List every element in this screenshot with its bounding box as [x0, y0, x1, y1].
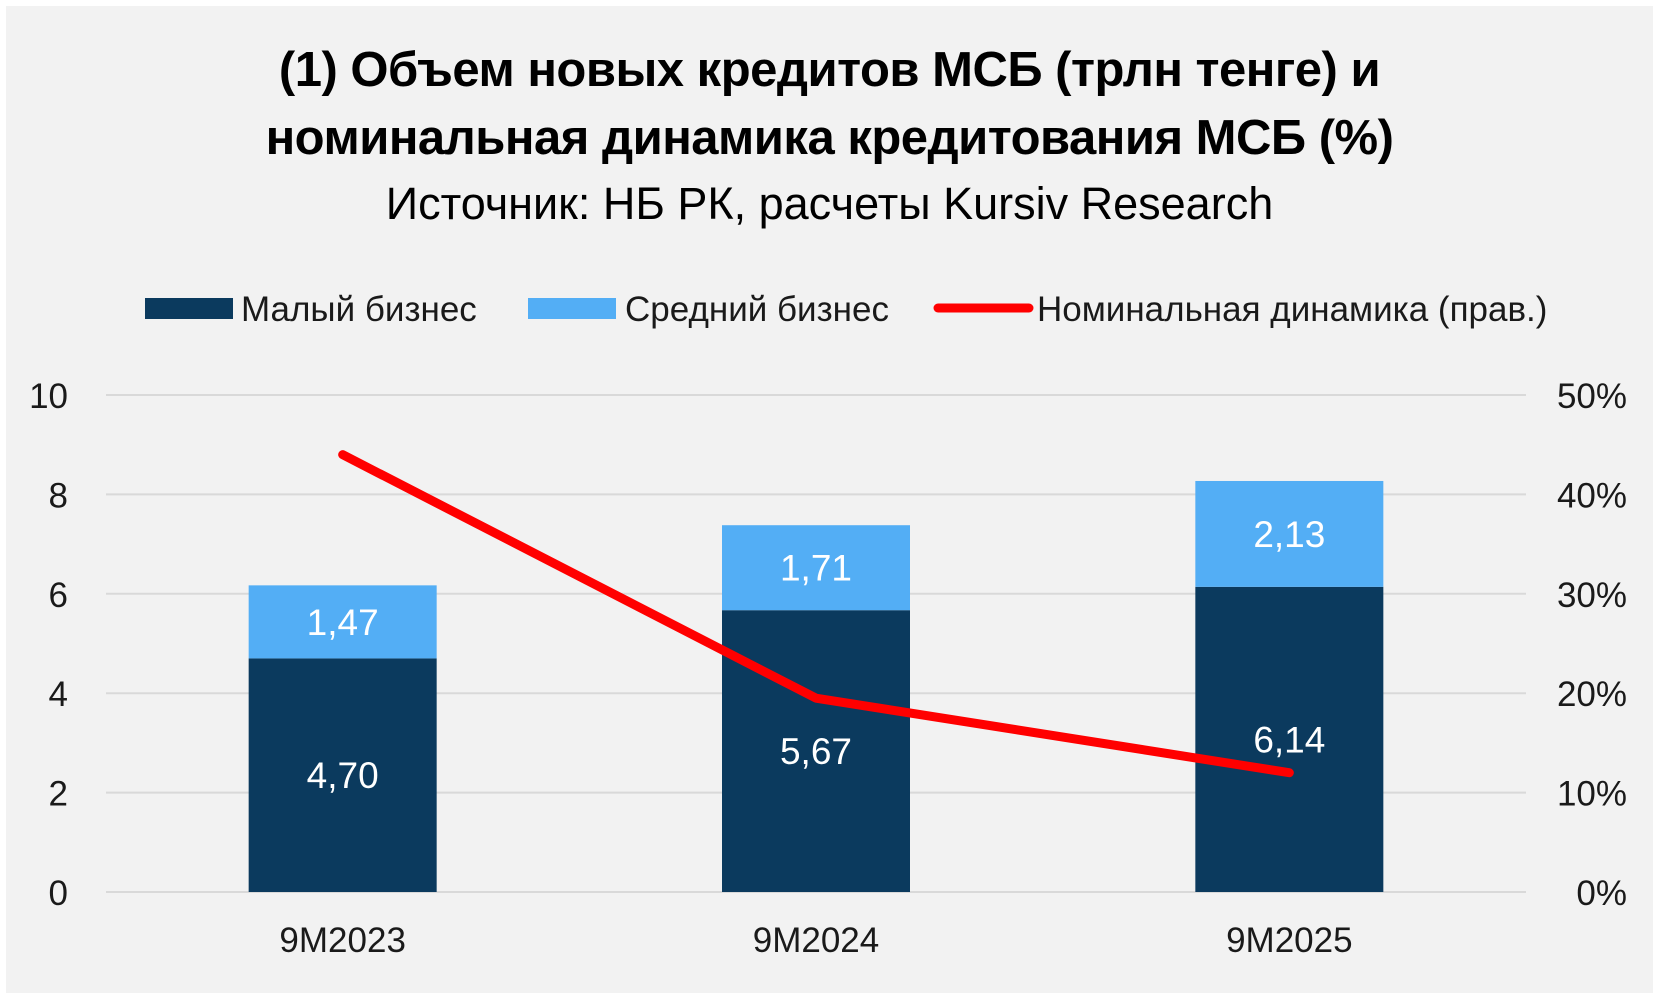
bar-medium-business [1195, 480, 1384, 587]
bar-label-small-business: 4,70 [307, 755, 379, 796]
x-axis: 9M2023 9M2024 9M2025 [279, 921, 1352, 960]
legend: Малый бизнес Средний бизнес Номинальная … [145, 290, 1547, 329]
y-axis-right: 0% 10% 20% 30% 40% 50% [1557, 377, 1627, 913]
x-tick-label: 9M2023 [279, 921, 405, 960]
growth-line [338, 450, 1294, 778]
y-left-tick-label: 10 [29, 377, 68, 416]
bar-label-medium-business: 2,13 [1253, 514, 1325, 555]
legend-swatch-medium-business [528, 298, 616, 319]
bar-label-medium-business: 1,47 [307, 602, 379, 643]
bar-medium-business [722, 525, 910, 611]
growth-point [1288, 772, 1290, 774]
legend-label-nominal-growth: Номинальная динамика (прав.) [1037, 290, 1547, 329]
growth-point [342, 454, 344, 456]
y-axis-left: 0 2 4 6 8 10 [29, 377, 68, 913]
y-right-tick-label: 50% [1557, 377, 1627, 416]
y-right-tick-label: 30% [1557, 576, 1627, 615]
x-tick-label: 9M2024 [753, 921, 879, 960]
bar-small-business [248, 658, 437, 892]
y-right-tick-label: 0% [1576, 874, 1627, 913]
bars [248, 480, 1384, 892]
legend-swatch-small-business [145, 298, 233, 319]
bar-small-business [1195, 586, 1384, 892]
bar-label-small-business: 5,67 [780, 731, 852, 772]
bar-medium-business [248, 585, 437, 659]
bar-label-small-business: 6,14 [1253, 719, 1325, 760]
y-right-tick-label: 20% [1557, 675, 1627, 714]
chart-title-line-2: номинальная динамика кредитования МСБ (%… [265, 111, 1394, 165]
legend-label-small-business: Малый бизнес [241, 290, 477, 329]
chart-subtitle: Источник: НБ РК, расчеты Kursiv Research [385, 178, 1274, 229]
chart-title-line-1: (1) Объем новых кредитов МСБ (трлн тенге… [278, 43, 1381, 97]
y-left-tick-label: 6 [49, 576, 68, 615]
bar-label-medium-business: 1,71 [780, 548, 852, 589]
legend-label-medium-business: Средний бизнес [625, 290, 889, 329]
y-left-tick-label: 8 [49, 476, 68, 515]
x-tick-label: 9M2025 [1226, 921, 1352, 960]
bar-small-business [722, 610, 910, 892]
growth-point [815, 697, 817, 699]
y-left-tick-label: 2 [49, 775, 68, 814]
y-right-tick-label: 10% [1557, 775, 1627, 814]
bar-data-labels: 4,70 1,47 5,67 1,71 6,14 2,13 [307, 514, 1326, 796]
y-left-tick-label: 0 [49, 874, 68, 913]
y-right-tick-label: 40% [1557, 476, 1627, 515]
y-left-tick-label: 4 [49, 675, 68, 714]
